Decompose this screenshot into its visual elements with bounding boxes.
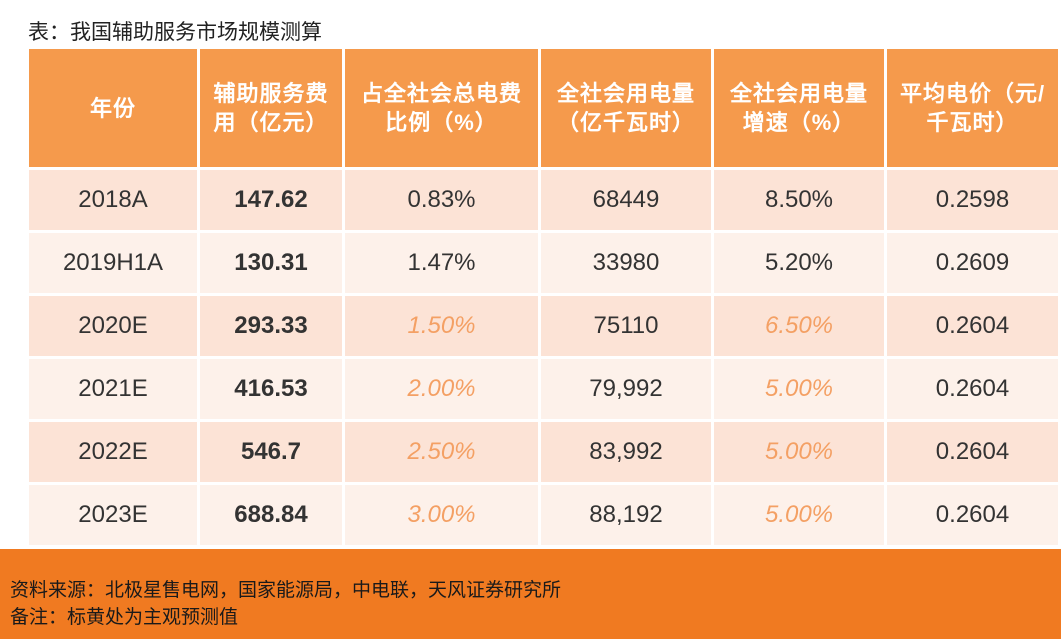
table-row: 2020E 293.33 1.50% 75110 6.50% 0.2604 [29,296,1058,356]
cell-year: 2019H1A [29,233,197,293]
cell-consumption-growth: 6.50% [714,296,884,356]
table-row: 2023E 688.84 3.00% 88,192 5.00% 0.2604 [29,485,1058,545]
cell-cost-share: 0.83% [345,170,538,230]
cell-avg-price: 0.2604 [887,422,1058,482]
cell-ancillary-cost: 688.84 [200,485,342,545]
cell-consumption-growth: 5.20% [714,233,884,293]
cell-cost-share: 3.00% [345,485,538,545]
cell-year: 2022E [29,422,197,482]
cell-ancillary-cost: 293.33 [200,296,342,356]
table-header-row: 年份 辅助服务费用（亿元） 占全社会总电费比例（%） 全社会用电量（亿千瓦时） … [29,49,1058,167]
cell-ancillary-cost: 130.31 [200,233,342,293]
cell-cost-share: 2.00% [345,359,538,419]
cell-consumption-growth: 8.50% [714,170,884,230]
cell-consumption: 68449 [541,170,711,230]
table-row: 2022E 546.7 2.50% 83,992 5.00% 0.2604 [29,422,1058,482]
header-cost-share: 占全社会总电费比例（%） [345,49,538,167]
cell-avg-price: 0.2609 [887,233,1058,293]
cell-consumption-growth: 5.00% [714,422,884,482]
cell-year: 2023E [29,485,197,545]
cell-consumption: 79,992 [541,359,711,419]
cell-consumption: 88,192 [541,485,711,545]
table-row: 2018A 147.62 0.83% 68449 8.50% 0.2598 [29,170,1058,230]
cell-cost-share: 2.50% [345,422,538,482]
table-row: 2021E 416.53 2.00% 79,992 5.00% 0.2604 [29,359,1058,419]
header-ancillary-cost: 辅助服务费用（亿元） [200,49,342,167]
cell-year: 2021E [29,359,197,419]
source-footer: 资料来源：北极星售电网，国家能源局，中电联，天风证券研究所 备注：标黄处为主观预… [0,549,1061,639]
cell-avg-price: 0.2604 [887,359,1058,419]
cell-avg-price: 0.2604 [887,485,1058,545]
table-row: 2019H1A 130.31 1.47% 33980 5.20% 0.2609 [29,233,1058,293]
remark-note: 备注：标黄处为主观预测值 [10,607,239,628]
source-note: 资料来源：北极星售电网，国家能源局，中电联，天风证券研究所 [10,580,562,601]
market-size-table: 年份 辅助服务费用（亿元） 占全社会总电费比例（%） 全社会用电量（亿千瓦时） … [26,46,1061,548]
header-consumption-growth: 全社会用电量增速（%） [714,49,884,167]
cell-cost-share: 1.50% [345,296,538,356]
cell-ancillary-cost: 546.7 [200,422,342,482]
cell-ancillary-cost: 147.62 [200,170,342,230]
cell-avg-price: 0.2604 [887,296,1058,356]
cell-consumption: 33980 [541,233,711,293]
cell-consumption-growth: 5.00% [714,485,884,545]
cell-ancillary-cost: 416.53 [200,359,342,419]
cell-consumption-growth: 5.00% [714,359,884,419]
cell-cost-share: 1.47% [345,233,538,293]
cell-consumption: 75110 [541,296,711,356]
table-title: 表：我国辅助服务市场规模测算 [28,21,322,44]
header-year: 年份 [29,49,197,167]
cell-avg-price: 0.2598 [887,170,1058,230]
cell-year: 2020E [29,296,197,356]
cell-year: 2018A [29,170,197,230]
header-consumption: 全社会用电量（亿千瓦时） [541,49,711,167]
header-avg-price: 平均电价（元/千瓦时） [887,49,1058,167]
cell-consumption: 83,992 [541,422,711,482]
